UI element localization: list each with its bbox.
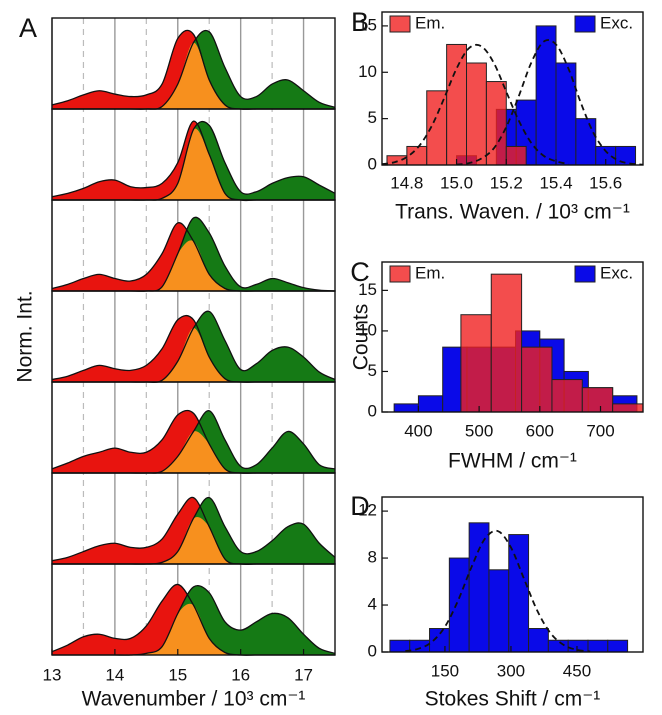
x-tick-label: 150: [431, 661, 459, 680]
legend-swatch: [389, 15, 411, 33]
legend-swatch: [389, 265, 411, 283]
bar: [393, 403, 419, 413]
y-tick-label: 5: [368, 108, 377, 127]
plot-frame: [381, 11, 644, 166]
x-tick-label: 300: [497, 661, 525, 680]
bar: [466, 62, 487, 166]
panel-label: A: [19, 13, 37, 43]
bar: [581, 387, 614, 413]
overlap-area: [52, 42, 335, 110]
y-tick-label: 4: [368, 595, 377, 614]
x-tick-label: 500: [465, 421, 493, 440]
y-axis-label: Counts: [350, 304, 373, 371]
bar: [607, 639, 629, 653]
bar: [488, 569, 510, 653]
x-tick-label: 14.8: [390, 173, 423, 192]
bar: [490, 273, 523, 413]
fit-curve: [405, 529, 591, 653]
legend-label: Em.: [415, 13, 445, 32]
x-tick-label: 14: [105, 665, 124, 684]
overlap-area: [52, 240, 335, 292]
y-tick-label: 0: [368, 641, 377, 660]
y-tick-label: 10: [358, 320, 377, 339]
subpanel-frame: [51, 563, 336, 656]
bar: [505, 145, 527, 166]
x-tick-label: 16: [231, 665, 250, 684]
x-tick-label: 15.2: [490, 173, 523, 192]
y-tick-label: 12: [358, 501, 377, 520]
bar: [386, 155, 408, 166]
overlap-area: [52, 431, 335, 474]
overlap-area: [52, 128, 335, 201]
y-tick-label: 8: [368, 548, 377, 567]
legend-swatch: [574, 15, 596, 33]
y-tick-label: 10: [358, 62, 377, 81]
legend-swatch: [574, 265, 596, 283]
bar: [508, 534, 530, 653]
x-axis-label: Stokes Shift / cm⁻¹: [425, 688, 601, 711]
bar: [460, 314, 492, 413]
bar: [417, 395, 444, 413]
bar: [587, 639, 609, 653]
x-tick-label: 700: [586, 421, 614, 440]
legend-label: Exc.: [600, 263, 633, 282]
y-axis-label: Norm. Int.: [14, 290, 37, 382]
y-tick-label: 15: [358, 280, 377, 299]
x-tick-label: 15.4: [539, 173, 572, 192]
panel-label: D: [350, 491, 370, 521]
x-axis-label: FWHM / cm⁻¹: [448, 450, 577, 473]
x-tick-label: 600: [526, 421, 554, 440]
x-axis-label: Wavenumber / 10³ cm⁻¹: [82, 688, 306, 711]
overlap-area: [52, 328, 335, 383]
bar: [446, 43, 468, 166]
bar: [612, 403, 644, 413]
bar: [528, 628, 549, 653]
x-tick-label: 15.0: [440, 173, 473, 192]
legend-label: Exc.: [600, 13, 633, 32]
x-tick-label: 15: [168, 665, 187, 684]
x-axis-label: Trans. Waven. / 10³ cm⁻¹: [395, 201, 630, 224]
bar: [406, 145, 428, 166]
bar: [468, 522, 490, 653]
x-tick-label: 17: [294, 665, 313, 684]
y-tick-label: 0: [368, 154, 377, 173]
plot-frame: [381, 496, 644, 653]
bar: [547, 639, 569, 653]
overlap-area: [52, 603, 335, 656]
y-tick-label: 0: [368, 401, 377, 420]
panel-label: C: [350, 257, 370, 287]
y-tick-label: 5: [368, 361, 377, 380]
x-tick-label: 13: [43, 665, 62, 684]
legend-label: Em.: [415, 263, 445, 282]
overlap-area: [52, 516, 335, 565]
x-tick-label: 450: [563, 661, 591, 680]
y-tick-label: 15: [358, 15, 377, 34]
bar: [521, 346, 553, 413]
bar: [575, 118, 597, 166]
bar: [551, 379, 583, 413]
fit-curve: [456, 39, 644, 166]
fit-curve: [381, 43, 569, 166]
panel-label: B: [351, 7, 369, 37]
x-tick-label: 15.6: [589, 173, 622, 192]
bar: [448, 557, 470, 653]
x-tick-label: 400: [404, 421, 432, 440]
plot-frame: [381, 261, 644, 413]
